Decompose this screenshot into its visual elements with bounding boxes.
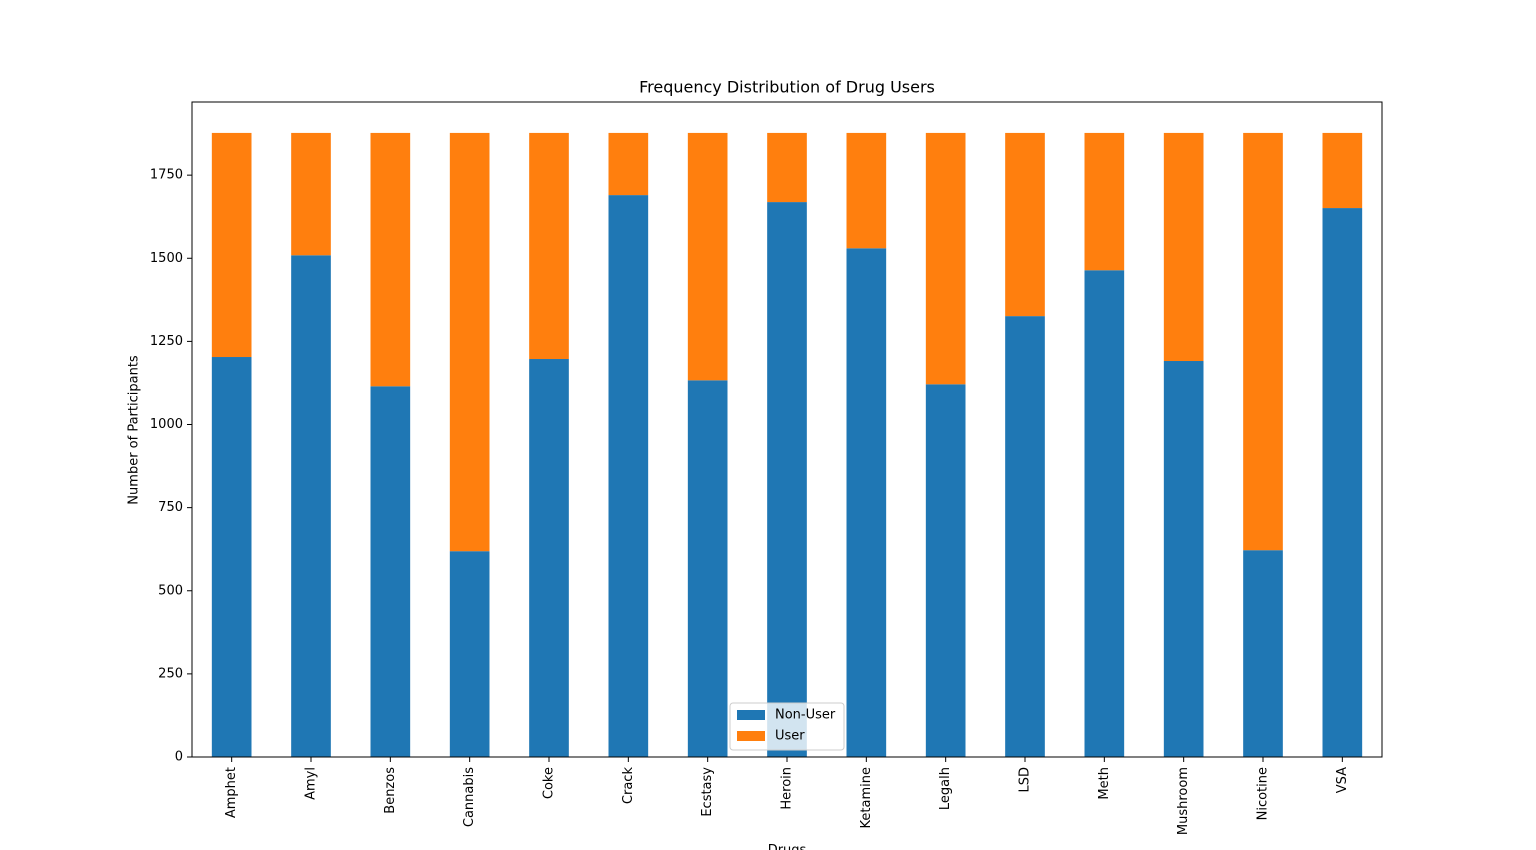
x-tick-label: Ketamine (859, 767, 874, 828)
y-tick-label: 0 (175, 750, 183, 765)
bar-segment (608, 132, 649, 196)
x-tick-label: Meth (1097, 767, 1112, 800)
y-tick-label: 1750 (150, 168, 183, 183)
legend-swatch (737, 710, 765, 720)
x-tick-label: Nicotine (1256, 767, 1271, 820)
bar-segment (608, 195, 649, 758)
bar-segment (687, 380, 728, 757)
y-tick-label: 1000 (150, 417, 183, 432)
x-tick-label: Cannabis (462, 767, 477, 827)
bar-segment (211, 132, 252, 358)
bar-segment (1163, 361, 1204, 757)
bar-segment (846, 248, 887, 757)
bar-segment (370, 386, 411, 757)
y-tick-label: 500 (158, 583, 183, 598)
x-tick-label: LSD (1018, 767, 1033, 793)
y-tick-label: 250 (158, 666, 183, 681)
x-axis-label: Drugs (768, 843, 807, 850)
bar-segment (767, 202, 807, 757)
x-tick-label: Legalh (938, 767, 953, 810)
y-tick-label: 1500 (150, 251, 183, 266)
bar-segment (291, 255, 331, 757)
bar-segment (449, 551, 490, 757)
legend-label: Non-User (775, 708, 836, 723)
bar-segment (1243, 550, 1283, 757)
x-tick-label: Heroin (780, 767, 795, 810)
x-tick-label: Amyl (304, 767, 319, 800)
chart-title: Frequency Distribution of Drug Users (639, 78, 935, 97)
bar-segment (925, 132, 966, 385)
bar-segment (925, 384, 966, 757)
y-tick-label: 750 (158, 500, 183, 515)
bar-segment (449, 132, 490, 552)
y-tick-label: 1250 (150, 334, 183, 349)
bar-segment (1322, 208, 1363, 757)
x-tick-label: Coke (542, 767, 557, 799)
bar-segment (529, 359, 569, 757)
x-tick-label: Amphet (224, 767, 239, 818)
bar-segment (1005, 316, 1045, 757)
legend-label: User (775, 729, 805, 744)
bar-segment (1163, 132, 1204, 362)
bar-segment (211, 357, 252, 757)
bar-segment (846, 132, 887, 249)
bar-segment (291, 132, 331, 256)
bar-segment (1005, 132, 1045, 317)
x-tick-label: Ecstasy (700, 767, 715, 817)
bar-segment (687, 132, 728, 381)
bar-segment (370, 132, 411, 387)
bar-segment (1084, 132, 1125, 271)
y-axis-label: Number of Participants (127, 355, 142, 505)
legend: Non-User User (729, 702, 845, 751)
bar-segment (1084, 270, 1125, 757)
bar-segment (529, 132, 569, 360)
x-tick-label: Crack (621, 767, 636, 805)
x-tick-label: VSA (1335, 767, 1350, 793)
bar-segment (1243, 132, 1283, 551)
bar-segment (1322, 132, 1363, 209)
plot-frame (191, 101, 1383, 758)
bar-segment (767, 132, 807, 203)
x-tick-label: Mushroom (1176, 767, 1191, 835)
legend-swatch (737, 731, 765, 741)
x-tick-label: Benzos (383, 767, 398, 814)
